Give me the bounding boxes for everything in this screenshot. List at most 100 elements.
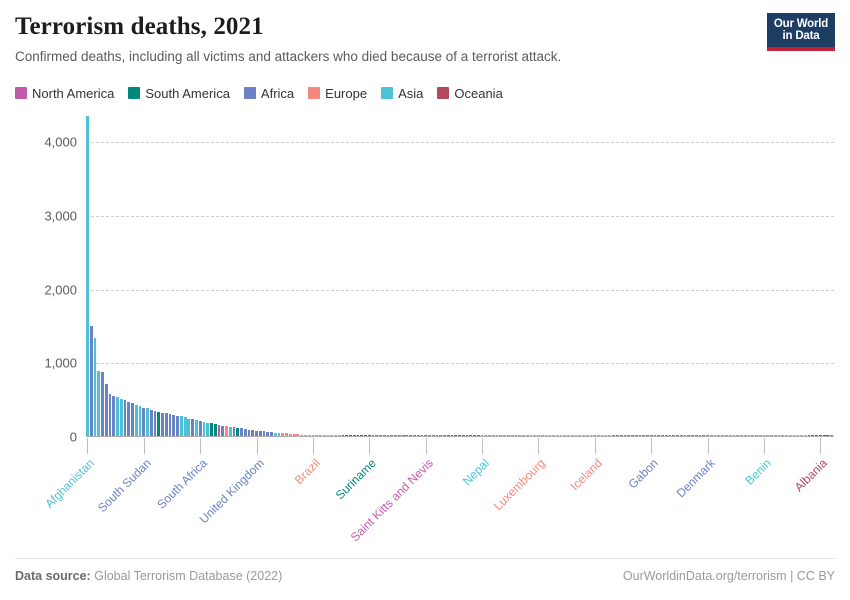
bar[interactable]: [717, 434, 721, 437]
bar[interactable]: [567, 434, 570, 437]
bar[interactable]: [394, 434, 397, 437]
bar[interactable]: [454, 434, 458, 437]
bar[interactable]: [334, 434, 337, 437]
bar[interactable]: [612, 434, 615, 437]
bar[interactable]: [691, 434, 694, 437]
bar[interactable]: [364, 434, 367, 437]
bar[interactable]: [390, 434, 394, 437]
our-world-in-data-logo[interactable]: Our World in Data: [767, 13, 835, 51]
bar[interactable]: [676, 434, 679, 437]
bar[interactable]: [149, 409, 153, 437]
bar[interactable]: [157, 411, 161, 437]
bar[interactable]: [476, 434, 480, 437]
bar[interactable]: [597, 434, 600, 437]
bar[interactable]: [104, 383, 108, 437]
bar[interactable]: [709, 434, 713, 437]
bar[interactable]: [240, 428, 243, 437]
bar[interactable]: [315, 434, 319, 437]
bar[interactable]: [236, 427, 240, 437]
bar[interactable]: [116, 397, 119, 437]
bar[interactable]: [480, 434, 484, 437]
legend-item-europe[interactable]: Europe: [308, 86, 367, 101]
bar[interactable]: [341, 434, 345, 437]
bar[interactable]: [101, 372, 104, 437]
bar[interactable]: [270, 432, 273, 437]
bar[interactable]: [420, 434, 424, 437]
bar[interactable]: [191, 419, 195, 437]
bar[interactable]: [589, 434, 593, 437]
bar[interactable]: [86, 116, 89, 437]
bar[interactable]: [687, 434, 691, 437]
bar[interactable]: [405, 434, 409, 437]
bar[interactable]: [826, 434, 830, 437]
bar[interactable]: [198, 421, 202, 437]
bar[interactable]: [807, 434, 811, 437]
bar[interactable]: [563, 434, 567, 437]
bar[interactable]: [758, 434, 762, 437]
bar[interactable]: [593, 434, 597, 437]
bar[interactable]: [766, 434, 770, 437]
bar[interactable]: [578, 434, 582, 437]
bar[interactable]: [803, 434, 807, 437]
bar[interactable]: [657, 434, 661, 437]
bar[interactable]: [796, 434, 800, 437]
bar[interactable]: [213, 424, 217, 437]
bar[interactable]: [179, 416, 183, 437]
footer-url[interactable]: OurWorldinData.org/terrorism | CC BY: [622, 569, 835, 583]
bar[interactable]: [134, 404, 138, 437]
bar[interactable]: [386, 434, 390, 437]
bar[interactable]: [443, 434, 446, 437]
bar[interactable]: [127, 401, 131, 437]
bar[interactable]: [221, 425, 225, 437]
bar[interactable]: [544, 434, 548, 437]
bar[interactable]: [740, 434, 743, 437]
bar[interactable]: [552, 434, 555, 437]
bar[interactable]: [732, 434, 736, 437]
bar[interactable]: [382, 434, 386, 437]
bar[interactable]: [792, 434, 796, 437]
bar[interactable]: [627, 434, 631, 437]
bar[interactable]: [281, 433, 285, 437]
bar[interactable]: [615, 434, 619, 437]
legend-item-south-america[interactable]: South America: [128, 86, 230, 101]
bar[interactable]: [266, 431, 270, 437]
bar[interactable]: [785, 434, 788, 437]
bar[interactable]: [164, 413, 168, 437]
bar[interactable]: [330, 434, 334, 437]
bar[interactable]: [743, 434, 747, 437]
bar[interactable]: [747, 434, 751, 437]
bar[interactable]: [292, 434, 296, 437]
bar[interactable]: [623, 434, 627, 437]
bar[interactable]: [225, 426, 228, 437]
bar[interactable]: [168, 414, 172, 437]
bar[interactable]: [510, 434, 514, 437]
bar[interactable]: [728, 434, 732, 437]
bar[interactable]: [183, 417, 187, 437]
bar[interactable]: [352, 434, 356, 437]
bar[interactable]: [570, 434, 574, 437]
bar[interactable]: [397, 434, 401, 437]
legend-item-north-america[interactable]: North America: [15, 86, 114, 101]
bar[interactable]: [649, 434, 653, 437]
bar[interactable]: [93, 338, 97, 437]
bar[interactable]: [781, 434, 785, 437]
bar[interactable]: [345, 434, 349, 437]
bar[interactable]: [285, 433, 288, 437]
bar[interactable]: [112, 395, 116, 437]
bar[interactable]: [582, 434, 585, 437]
bar[interactable]: [304, 434, 307, 437]
bar[interactable]: [642, 434, 646, 437]
bar[interactable]: [679, 434, 683, 437]
bar[interactable]: [307, 434, 311, 437]
bar[interactable]: [574, 434, 578, 437]
bar[interactable]: [653, 434, 657, 437]
bar[interactable]: [533, 434, 537, 437]
bar[interactable]: [664, 434, 668, 437]
bar[interactable]: [337, 434, 341, 437]
bar[interactable]: [273, 432, 277, 437]
bar[interactable]: [322, 434, 326, 437]
bar[interactable]: [416, 434, 420, 437]
bar[interactable]: [424, 434, 428, 437]
bar[interactable]: [698, 434, 702, 437]
bar[interactable]: [146, 408, 149, 437]
